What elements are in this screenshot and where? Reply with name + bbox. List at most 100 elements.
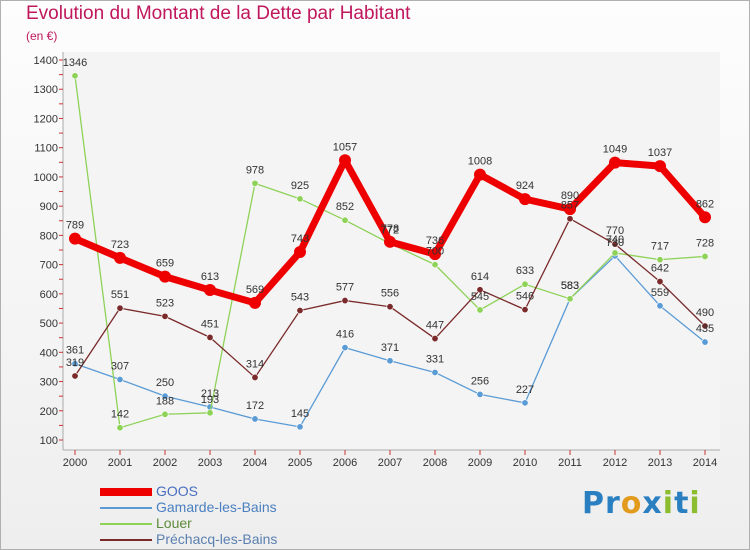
y-tick-label: 1200	[34, 113, 58, 125]
data-point	[521, 280, 529, 288]
data-label: 1049	[603, 144, 627, 156]
data-label: 551	[111, 289, 129, 301]
x-tick-label: 2012	[603, 457, 627, 469]
data-point	[206, 409, 214, 417]
data-point	[116, 304, 124, 312]
data-point	[114, 251, 126, 264]
data-point	[296, 307, 304, 315]
data-label: 736	[426, 235, 444, 247]
data-point	[476, 390, 484, 398]
data-label: 145	[291, 408, 309, 420]
data-label: 543	[291, 292, 309, 304]
data-point	[71, 72, 79, 80]
x-tick-label: 2005	[288, 457, 312, 469]
brand-letter: r	[605, 486, 621, 521]
data-point	[341, 216, 349, 224]
brand-letter: i	[689, 486, 701, 521]
data-point	[701, 338, 709, 346]
data-point	[566, 215, 574, 223]
data-label: 545	[471, 291, 489, 303]
data-point	[251, 415, 259, 423]
data-label: 717	[651, 241, 669, 253]
brand-letter: P	[582, 486, 605, 521]
data-point	[341, 297, 349, 305]
brand-letter: x	[642, 486, 663, 521]
data-point	[701, 322, 709, 330]
data-point	[294, 246, 306, 259]
data-label: 490	[696, 307, 714, 319]
y-tick-label: 200	[40, 406, 58, 418]
data-label: 583	[561, 280, 579, 292]
data-point	[206, 333, 214, 341]
data-label: 978	[246, 164, 264, 176]
data-point	[521, 306, 529, 314]
y-tick-label: 1300	[34, 84, 58, 96]
data-label: 523	[156, 297, 174, 309]
brand-letter: o	[620, 486, 643, 521]
data-label: 250	[156, 377, 174, 389]
legend-label: GOOS	[156, 483, 199, 499]
data-label: 778	[381, 223, 399, 235]
data-label: 924	[516, 180, 534, 192]
data-point	[251, 179, 259, 187]
data-label: 416	[336, 329, 354, 341]
data-point	[429, 248, 441, 261]
data-point	[564, 203, 576, 216]
data-point	[204, 284, 216, 297]
data-label: 642	[651, 263, 669, 275]
y-tick-label: 600	[40, 289, 58, 301]
data-label: 700	[426, 246, 444, 258]
data-point	[609, 156, 621, 169]
legend-swatch	[100, 488, 152, 496]
data-point	[656, 278, 664, 286]
data-point	[116, 424, 124, 432]
data-label: 577	[336, 282, 354, 294]
data-point	[654, 160, 666, 173]
x-tick-label: 2000	[63, 457, 87, 469]
brand-letter: i	[662, 486, 675, 521]
plot-area	[63, 52, 720, 450]
data-point	[116, 375, 124, 383]
data-label: 857	[561, 200, 579, 212]
data-label: 172	[246, 400, 264, 412]
data-label: 193	[201, 394, 219, 406]
data-label: 447	[426, 320, 444, 332]
data-label: 723	[111, 239, 129, 251]
data-point	[431, 261, 439, 269]
data-point	[476, 306, 484, 314]
data-point	[566, 295, 574, 303]
legend-swatch	[100, 507, 152, 509]
x-tick-label: 2014	[693, 457, 717, 469]
x-tick-label: 2002	[153, 457, 177, 469]
data-point	[476, 286, 484, 294]
legend-swatch	[100, 539, 152, 541]
data-point	[656, 256, 664, 264]
data-label: 227	[516, 384, 534, 396]
data-label: 862	[696, 198, 714, 210]
data-label: 556	[381, 288, 399, 300]
x-tick-label: 2009	[468, 457, 492, 469]
data-label: 925	[291, 180, 309, 192]
y-tick-label: 300	[40, 377, 58, 389]
data-point	[251, 373, 259, 381]
data-point	[159, 270, 171, 283]
data-label: 142	[111, 409, 129, 421]
x-tick-label: 2006	[333, 457, 357, 469]
data-point	[431, 368, 439, 376]
data-label: 890	[561, 190, 579, 202]
data-point	[431, 335, 439, 343]
data-label: 772	[381, 225, 399, 237]
data-point	[474, 168, 486, 181]
data-point	[69, 232, 81, 245]
data-point	[701, 252, 709, 260]
data-label: 361	[66, 345, 84, 357]
data-label: 613	[201, 271, 219, 283]
data-label: 371	[381, 342, 399, 354]
data-point	[249, 296, 261, 309]
data-label: 559	[651, 287, 669, 299]
data-label: 659	[156, 258, 174, 270]
data-label: 435	[696, 323, 714, 335]
x-tick-label: 2011	[558, 457, 582, 469]
data-point	[71, 372, 79, 380]
